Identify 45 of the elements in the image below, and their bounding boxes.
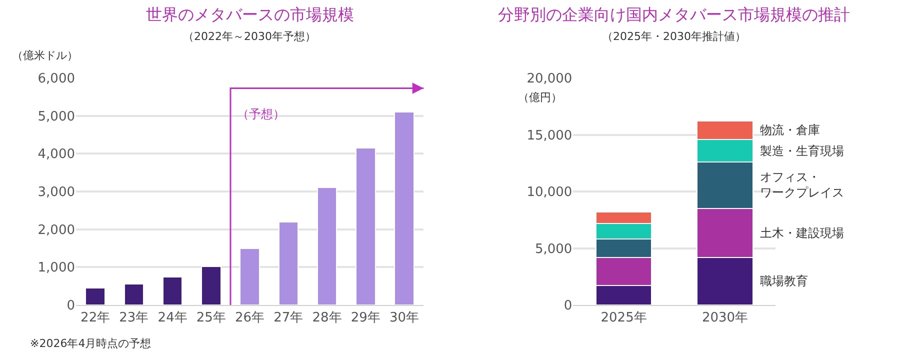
bar: [201, 266, 222, 305]
series-label: オフィス・ワークプレイス: [760, 170, 844, 200]
x-tick-label: 28年: [312, 310, 342, 326]
bar: [316, 187, 338, 305]
series-label: 土木・建設現場: [760, 226, 844, 240]
series-label: 職場教育: [760, 274, 808, 288]
bar: [240, 248, 260, 305]
chart-title: 世界のメタバースの市場規模: [146, 5, 354, 24]
chart-subtitle: （2022年～2030年予想）: [183, 30, 316, 43]
y-tick-label: 1,000: [38, 260, 75, 276]
series-label: 物流・倉庫: [760, 123, 820, 137]
x-tick-label: 27年: [274, 310, 304, 326]
chart-title: 分野別の企業向け国内メタバース市場規模の推計: [498, 5, 850, 24]
bar: [162, 276, 183, 305]
bar: [394, 112, 414, 305]
bar: [124, 283, 144, 305]
x-tick-label: 30年: [390, 310, 420, 326]
bar: [278, 221, 299, 305]
annotation: （予想）: [237, 107, 285, 121]
y-tick-label: 0: [66, 298, 75, 314]
x-tick-label: 29年: [350, 310, 380, 326]
y-tick-label: 4,000: [38, 147, 75, 162]
y-tick-label: 3,000: [38, 185, 75, 200]
y-tick-label: 2,000: [38, 222, 75, 238]
y-tick-label: 10,000: [526, 185, 572, 200]
y-tick-label: 0: [564, 298, 572, 314]
x-tick-label: 26年: [235, 310, 265, 326]
y-tick-label: 5,000: [534, 242, 572, 257]
x-tick-label: 2025年: [600, 310, 647, 326]
y-tick-label: 6,000: [38, 72, 75, 87]
x-tick-label: 22年: [80, 310, 110, 326]
y-axis-title: （億米ドル）: [12, 49, 78, 62]
y-tick-label: 5,000: [38, 109, 75, 124]
y-tick-label: 15,000: [526, 128, 572, 144]
x-tick-label: 25年: [196, 310, 226, 326]
chart-subtitle: （2025年・2030年推計値）: [602, 30, 746, 43]
x-tick-label: 23年: [119, 310, 149, 326]
x-tick-label: 2030年: [702, 310, 748, 326]
x-tick-label: 24年: [158, 310, 188, 326]
y-tick-label: 20,000: [526, 72, 572, 87]
bar: [356, 147, 376, 305]
bar: [85, 287, 106, 305]
y-axis-title: （億円）: [518, 91, 562, 104]
series-label: 製造・生育現場: [760, 144, 844, 158]
text: ※2026年4月時点の予想: [30, 337, 152, 350]
